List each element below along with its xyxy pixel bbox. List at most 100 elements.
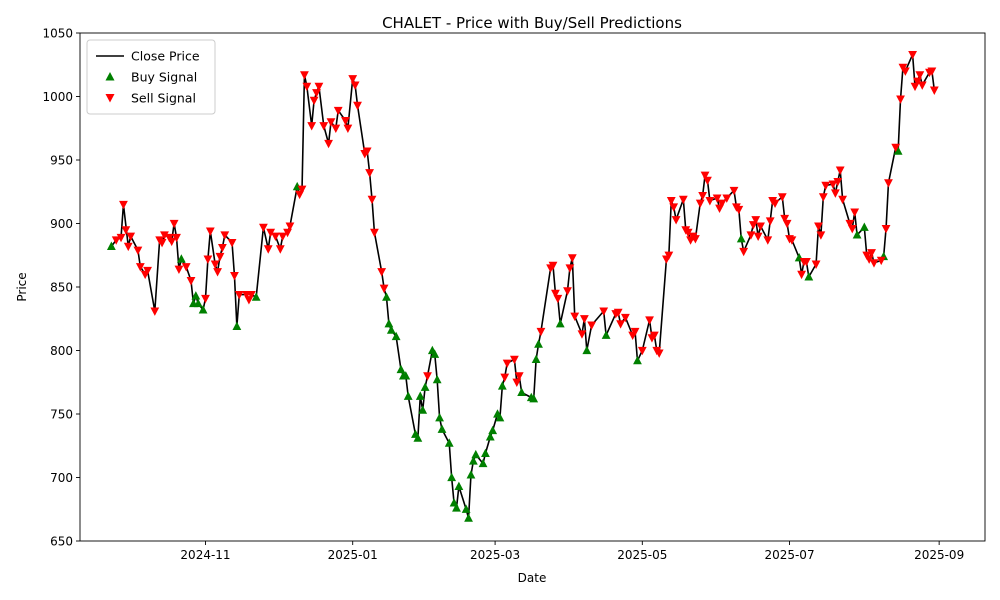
sell-signal-marker bbox=[666, 197, 676, 206]
sell-signal-marker bbox=[703, 176, 712, 186]
sell-signal-marker bbox=[213, 268, 222, 277]
sell-signal-marker bbox=[551, 289, 560, 299]
sell-signal-marker bbox=[271, 232, 280, 241]
buy-signal-marker bbox=[384, 319, 394, 328]
sell-signal-marker bbox=[341, 117, 350, 126]
buy-signal-marker bbox=[464, 513, 473, 522]
sell-signal-marker bbox=[712, 194, 722, 203]
buy-signal-marker bbox=[488, 425, 498, 435]
legend-box bbox=[86, 39, 216, 115]
plot-area: 2024-11 2025-01 2025-03 2025-05 2025-07 2025-… bbox=[42, 26, 986, 562]
sell-signal-marker bbox=[326, 118, 336, 127]
buy-signal-marker bbox=[893, 146, 903, 155]
sell-signal-marker bbox=[309, 96, 319, 106]
sell-signal-marker bbox=[717, 199, 727, 208]
sell-signal-marker bbox=[705, 197, 715, 206]
x-tick-label: 2025-09 bbox=[914, 548, 964, 562]
sell-signal-marker bbox=[285, 222, 295, 231]
sell-signal-marker bbox=[884, 179, 893, 188]
buy-signal-marker bbox=[495, 413, 505, 422]
sell-signal-marker bbox=[553, 294, 563, 304]
buy-signal-marker bbox=[415, 391, 425, 400]
sell-signal-marker bbox=[348, 75, 358, 84]
buy-signal-marker bbox=[198, 305, 208, 314]
chart-title: CHALET - Price with Buy/Sell Predictions bbox=[382, 14, 682, 32]
sell-signal-marker bbox=[780, 214, 790, 224]
sell-signal-marker bbox=[587, 321, 597, 330]
sell-signal-marker bbox=[333, 106, 343, 116]
sell-signal-marker bbox=[500, 373, 510, 382]
sell-signal-marker bbox=[630, 327, 640, 337]
y-axis-label: Price bbox=[15, 272, 29, 301]
legend-label-sell-signal: Sell Signal bbox=[131, 91, 196, 106]
sell-signal-marker bbox=[215, 252, 225, 262]
sell-signal-marker bbox=[695, 199, 705, 208]
buy-signal-marker bbox=[106, 241, 116, 250]
buy-signal-marker bbox=[432, 374, 442, 384]
sell-signal-marker bbox=[370, 228, 379, 238]
sell-signal-marker bbox=[835, 166, 845, 175]
sell-signal-marker bbox=[119, 200, 128, 210]
sell-signal-marker bbox=[867, 249, 876, 258]
sell-signal-marker bbox=[246, 291, 256, 300]
sell-signal-markers bbox=[111, 50, 939, 388]
sell-signal-marker bbox=[514, 372, 524, 381]
legend: Close Price Buy Signal Sell Signal bbox=[86, 39, 216, 115]
buy-signal-marker bbox=[403, 391, 413, 400]
buy-signal-marker bbox=[555, 319, 565, 328]
buy-signal-marker bbox=[633, 355, 642, 365]
y-tick-label: 1050 bbox=[42, 26, 73, 40]
sell-signal-marker bbox=[324, 139, 333, 149]
buy-signal-marker bbox=[232, 321, 242, 330]
sell-signal-marker bbox=[739, 247, 749, 257]
x-axis-label: Date bbox=[518, 571, 547, 585]
buy-signal-marker bbox=[466, 470, 476, 479]
x-tick-label: 2025-05 bbox=[617, 548, 667, 562]
sell-signal-marker bbox=[126, 232, 136, 241]
buy-signal-marker bbox=[454, 481, 464, 490]
sell-signal-marker bbox=[763, 236, 773, 245]
sell-signal-marker bbox=[565, 264, 575, 273]
buy-signal-marker bbox=[447, 472, 457, 482]
buy-signal-marker bbox=[859, 222, 869, 231]
buy-signal-marker bbox=[401, 371, 411, 380]
sell-signal-marker bbox=[746, 231, 756, 240]
sell-signal-marker bbox=[201, 294, 210, 304]
sell-signal-marker bbox=[891, 143, 901, 153]
sell-signal-marker bbox=[278, 232, 288, 241]
legend-label-close-price: Close Price bbox=[131, 49, 200, 64]
y-tick-label: 850 bbox=[50, 280, 73, 294]
sell-signal-marker bbox=[353, 101, 362, 111]
sell-signal-marker bbox=[150, 307, 160, 316]
sell-signal-marker bbox=[787, 236, 797, 245]
sell-signal-marker bbox=[275, 245, 285, 254]
sell-signal-marker bbox=[210, 260, 220, 269]
sell-signal-marker bbox=[319, 122, 329, 131]
buy-signal-marker bbox=[529, 393, 539, 403]
buy-signal-markers bbox=[106, 146, 903, 522]
sell-signal-marker bbox=[756, 222, 765, 231]
x-tick-label: 2024-11 bbox=[180, 548, 230, 562]
buy-signal-marker bbox=[382, 292, 391, 301]
sell-signal-marker bbox=[577, 330, 587, 339]
sell-signal-marker bbox=[908, 50, 917, 60]
sell-signal-marker bbox=[850, 208, 860, 217]
sell-signal-marker bbox=[217, 244, 227, 253]
sell-signal-marker bbox=[770, 199, 780, 208]
buy-signal-marker bbox=[485, 432, 495, 441]
buy-signal-marker bbox=[435, 413, 444, 422]
sell-signal-marker bbox=[362, 147, 372, 156]
buy-signal-marker bbox=[478, 458, 488, 468]
buy-signal-marker bbox=[531, 354, 541, 363]
sell-signal-marker bbox=[645, 316, 654, 325]
sell-signal-marker bbox=[830, 189, 840, 198]
y-tick-label: 750 bbox=[50, 407, 73, 421]
sell-signal-marker bbox=[230, 271, 239, 281]
sell-signal-marker bbox=[423, 372, 432, 381]
sell-signal-marker bbox=[816, 231, 826, 240]
sell-signal-marker bbox=[300, 71, 309, 80]
buy-signal-marker bbox=[736, 233, 746, 243]
sell-signal-marker bbox=[811, 260, 821, 269]
sell-signal-marker bbox=[671, 216, 681, 225]
sell-signal-marker bbox=[123, 242, 133, 252]
